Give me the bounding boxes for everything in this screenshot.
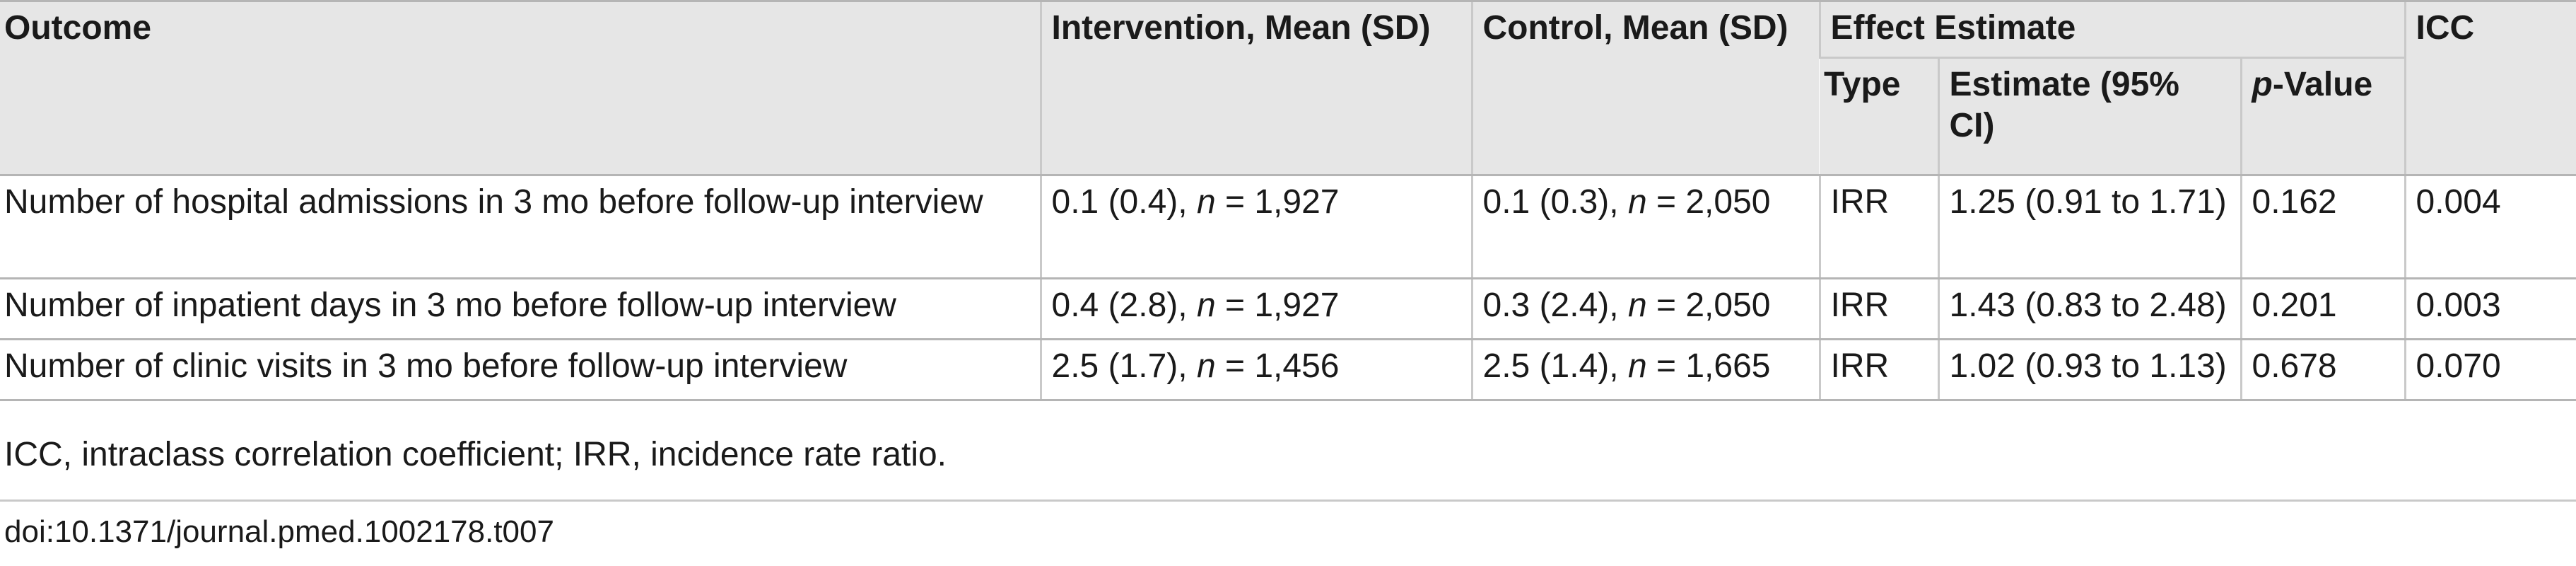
- cell-outcome: Number of inpatient days in 3 mo before …: [0, 278, 1041, 340]
- header-icc: ICC: [2404, 0, 2576, 176]
- cell-intervention-n: = 1,927: [1215, 183, 1340, 221]
- header-type: Type: [1820, 57, 1938, 176]
- n-label: n: [1627, 183, 1647, 221]
- header-effect-estimate: Effect Estimate: [1818, 0, 2406, 59]
- doi-link[interactable]: doi:10.1371/journal.pmed.1002178.t007: [4, 514, 554, 549]
- cell-control: 2.5 (1.4), n = 1,665: [1470, 339, 1820, 401]
- results-table: Outcome Intervention, Mean (SD) Control,…: [0, 0, 2576, 401]
- cell-control-mean: 0.1 (0.3),: [1482, 183, 1628, 221]
- cell-type: IRR: [1818, 175, 1938, 279]
- header-p-value-rest: -Value: [2272, 66, 2373, 103]
- cell-intervention-mean: 2.5 (1.7),: [1051, 347, 1197, 385]
- table-footnote: ICC, intraclass correlation coefficient;…: [4, 436, 947, 473]
- n-label: n: [1196, 287, 1216, 324]
- table-row: Number of inpatient days in 3 mo before …: [0, 278, 2576, 340]
- cell-intervention-mean: 0.1 (0.4),: [1051, 183, 1197, 221]
- cell-outcome: Number of clinic visits in 3 mo before f…: [0, 339, 1041, 401]
- header-control: Control, Mean (SD): [1470, 0, 1820, 176]
- n-label: n: [1196, 347, 1216, 385]
- header-p-value-italic: p: [2252, 66, 2273, 103]
- n-label: n: [1196, 183, 1216, 221]
- cell-control-n: = 2,050: [1646, 287, 1771, 324]
- cell-icc: 0.003: [2404, 278, 2576, 340]
- header-row: Outcome Intervention, Mean (SD) Control,…: [0, 0, 2576, 176]
- cell-estimate: 1.02 (0.93 to 1.13): [1937, 339, 2241, 401]
- header-p-value: p-Value: [2240, 57, 2406, 176]
- table-row: Number of clinic visits in 3 mo before f…: [0, 339, 2576, 401]
- n-label: n: [1627, 347, 1647, 385]
- subheader-row: Type Estimate (95% CI) p-Value: [0, 57, 2576, 176]
- cell-intervention: 2.5 (1.7), n = 1,456: [1039, 339, 1472, 401]
- cell-control-mean: 0.3 (2.4),: [1482, 287, 1628, 324]
- cell-intervention: 0.1 (0.4), n = 1,927: [1039, 175, 1472, 279]
- n-label: n: [1627, 287, 1647, 324]
- cell-control-n: = 2,050: [1646, 183, 1771, 221]
- cell-control: 0.1 (0.3), n = 2,050: [1470, 175, 1820, 279]
- cell-icc: 0.004: [2404, 175, 2576, 279]
- cell-type: IRR: [1818, 339, 1938, 401]
- table-row: Number of hospital admissions in 3 mo be…: [0, 175, 2576, 279]
- cell-p-value: 0.678: [2240, 339, 2406, 401]
- cell-intervention-n: = 1,927: [1215, 287, 1340, 324]
- header-estimate: Estimate (95% CI): [1937, 57, 2241, 176]
- cell-estimate: 1.43 (0.83 to 2.48): [1937, 278, 2241, 340]
- cell-control: 0.3 (2.4), n = 2,050: [1470, 278, 1820, 340]
- cell-intervention-n: = 1,456: [1215, 347, 1340, 385]
- divider: [0, 499, 2576, 502]
- cell-type: IRR: [1818, 278, 1938, 340]
- cell-p-value: 0.162: [2240, 175, 2406, 279]
- cell-intervention-mean: 0.4 (2.8),: [1051, 287, 1197, 324]
- cell-intervention: 0.4 (2.8), n = 1,927: [1039, 278, 1472, 340]
- cell-outcome: Number of hospital admissions in 3 mo be…: [0, 175, 1041, 279]
- cell-icc: 0.070: [2404, 339, 2576, 401]
- header-intervention: Intervention, Mean (SD): [1039, 0, 1472, 176]
- cell-control-mean: 2.5 (1.4),: [1482, 347, 1628, 385]
- cell-estimate: 1.25 (0.91 to 1.71): [1937, 175, 2241, 279]
- header-outcome: Outcome: [0, 0, 1041, 176]
- cell-p-value: 0.201: [2240, 278, 2406, 340]
- cell-control-n: = 1,665: [1646, 347, 1771, 385]
